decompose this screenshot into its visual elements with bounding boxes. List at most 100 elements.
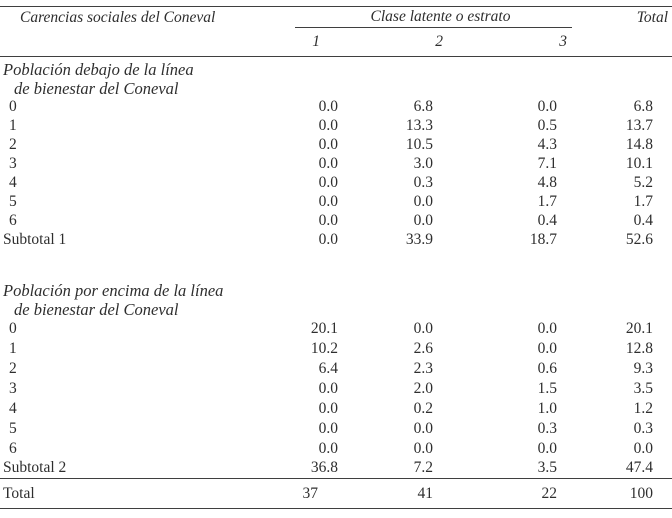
cell-total: 5.2 (633, 174, 653, 191)
row-label: 6 (9, 212, 17, 229)
row-label: 0 (9, 319, 17, 337)
cell-class-2: 41 (338, 478, 433, 509)
cell-total: 12.8 (625, 339, 653, 357)
cell-total: 47.4 (625, 459, 653, 477)
row-label: 5 (9, 193, 17, 210)
cell-class-3: 18.7 (529, 231, 557, 248)
cell-class-3: 22 (433, 478, 557, 509)
row-dimension-header: Carencias sociales del Coneval (20, 9, 216, 26)
cell-class-1: 0.0 (318, 174, 338, 191)
table-row: 5 0.0 0.0 0.3 0.3 (0, 419, 672, 439)
cell-class-2: 0.3 (413, 174, 433, 191)
header-spacer-cell (0, 28, 270, 57)
cell-total: 6.8 (633, 98, 653, 115)
latent-class-table: Carencias sociales del Coneval Clase lat… (0, 6, 672, 509)
cell-class-1: 0.0 (318, 98, 338, 115)
table-row: 0 0.0 6.8 0.0 6.8 (0, 98, 672, 117)
cell-class-1: 0.0 (318, 136, 338, 153)
cell-class-1: 6.4 (318, 359, 338, 377)
cell-total: 52.6 (625, 231, 653, 248)
table-row: 2 0.0 10.5 4.3 14.8 (0, 136, 672, 155)
cell-class-3: 0.5 (537, 117, 557, 134)
cell-class-3: 7.1 (537, 155, 557, 172)
table-row: 6 0.0 0.0 0.4 0.4 (0, 212, 672, 231)
cell-class-3: 4.3 (537, 136, 557, 153)
row-label: Subtotal 1 (3, 231, 67, 248)
subtotal-row: Subtotal 2 36.8 7.2 3.5 47.4 (0, 459, 672, 479)
cell-class-2: 7.2 (413, 459, 433, 477)
cell-class-1: 0.0 (318, 419, 338, 437)
row-label: 3 (9, 155, 17, 172)
row-label: 2 (9, 136, 17, 153)
cell-class-2: 10.5 (405, 136, 433, 153)
class-1-header: 1 (270, 28, 338, 57)
section-header-row: Población por encima de la línea de bien… (0, 278, 672, 319)
section-header-cell: Población debajo de la línea de bienesta… (0, 56, 672, 98)
cell-class-2: 2.0 (413, 379, 433, 397)
row-label: 1 (9, 117, 17, 134)
row-label: 1 (9, 339, 17, 357)
cell-class-2: 3.0 (413, 155, 433, 172)
cell-class-3: 0.0 (537, 319, 557, 337)
table-body: Población debajo de la línea de bienesta… (0, 56, 672, 509)
cell-total: 13.7 (625, 117, 653, 134)
row-label: 4 (9, 399, 17, 417)
cell-class-1: 10.2 (310, 339, 338, 357)
cell-total: 1.2 (633, 399, 653, 417)
row-label: 3 (9, 379, 17, 397)
cell-total: 100 (557, 478, 672, 509)
section-gap (0, 250, 672, 278)
table-row: 2 6.4 2.3 0.6 9.3 (0, 359, 672, 379)
section-title-line1: Población por encima de la línea (3, 280, 224, 300)
cell-class-1: 37 (270, 478, 338, 509)
cell-class-2: 2.3 (413, 359, 433, 377)
table-row: 4 0.0 0.2 1.0 1.2 (0, 399, 672, 419)
section-title-line1: Población debajo de la línea (3, 59, 194, 79)
cell-class-1: 0.0 (318, 193, 338, 210)
cell-total: 9.3 (633, 359, 653, 377)
row-label: 0 (9, 98, 17, 115)
total-row: Total 37 41 22 100 (0, 478, 672, 509)
cell-class-3: 1.5 (537, 379, 557, 397)
cell-class-3: 0.0 (537, 439, 557, 457)
cell-class-3: 0.6 (537, 359, 557, 377)
table-row: 1 10.2 2.6 0.0 12.8 (0, 339, 672, 359)
class-group-header: Clase latente o estrato (295, 7, 572, 28)
table-row: 4 0.0 0.3 4.8 5.2 (0, 174, 672, 193)
cell-class-2: 0.2 (413, 399, 433, 417)
cell-class-2: 0.0 (413, 212, 433, 229)
cell-total: 10.1 (625, 155, 653, 172)
cell-total: 14.8 (625, 136, 653, 153)
cell-class-1: 0.0 (318, 212, 338, 229)
total-column-header: Total (557, 7, 672, 29)
row-label: 4 (9, 174, 17, 191)
cell-class-1: 0.0 (318, 379, 338, 397)
cell-class-3: 1.0 (537, 399, 557, 417)
cell-class-2: 0.0 (413, 193, 433, 210)
table-row: 3 0.0 2.0 1.5 3.5 (0, 379, 672, 399)
cell-class-1: 36.8 (310, 459, 338, 477)
section-title-line2: de bienestar del Coneval (14, 78, 179, 98)
cell-class-2: 6.8 (413, 98, 433, 115)
table-row: 0 20.1 0.0 0.0 20.1 (0, 319, 672, 339)
table-row: 6 0.0 0.0 0.0 0.0 (0, 439, 672, 459)
row-label: Subtotal 2 (3, 459, 67, 477)
cell-class-2: 0.0 (413, 319, 433, 337)
cell-total: 0.4 (633, 212, 653, 229)
cell-class-3: 3.5 (537, 459, 557, 477)
cell-class-2: 0.0 (413, 439, 433, 457)
cell-class-3: 0.0 (537, 98, 557, 115)
table-row: 3 0.0 3.0 7.1 10.1 (0, 155, 672, 174)
table-row: 5 0.0 0.0 1.7 1.7 (0, 193, 672, 212)
class-2-header: 2 (338, 28, 443, 57)
subtotal-row: Subtotal 1 0.0 33.9 18.7 52.6 (0, 231, 672, 250)
cell-class-3: 0.0 (537, 339, 557, 357)
class-3-header: 3 (433, 28, 567, 57)
table-row: 1 0.0 13.3 0.5 13.7 (0, 117, 672, 136)
table-header-row-2: 1 2 3 (0, 28, 672, 57)
cell-class-2: 13.3 (405, 117, 433, 134)
cell-class-1: 20.1 (310, 319, 338, 337)
cell-class-1: 0.0 (318, 155, 338, 172)
cell-class-3: 4.8 (537, 174, 557, 191)
